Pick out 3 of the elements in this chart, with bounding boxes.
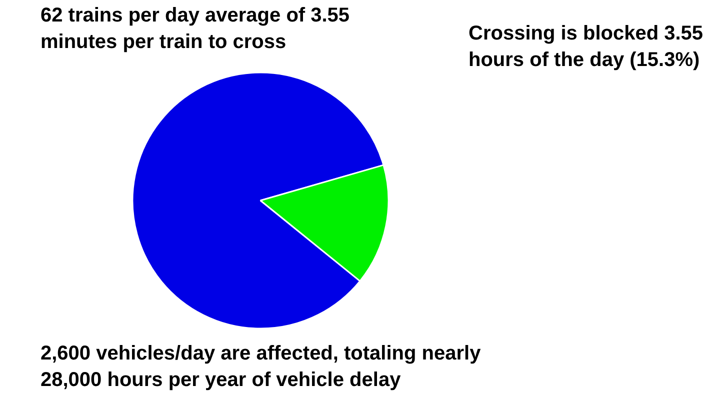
text: 62 trains per day average of 3.55 minutes per train to cross: [40, 4, 350, 53]
text: 2,600 vehicles/day are affected, totaling nearly 28,000 hours per year of vehicle delay: [40, 342, 482, 391]
text: Crossing is blocked 3.55 hours of the day (15.3%): [468, 22, 704, 71]
